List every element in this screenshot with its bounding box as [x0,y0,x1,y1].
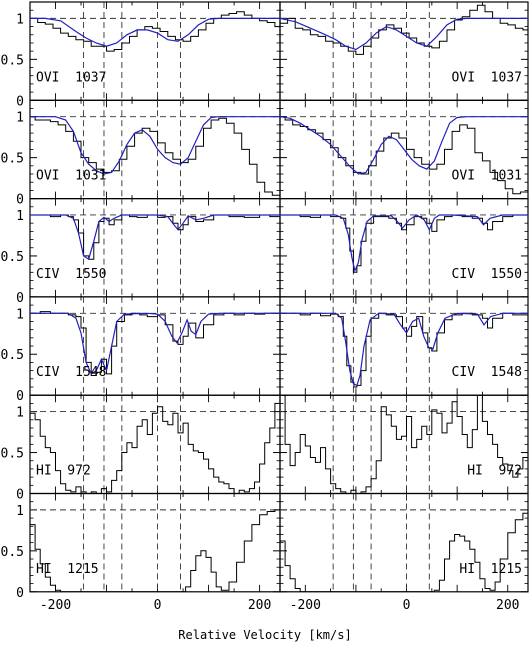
panel-label: HI 972 [467,464,522,479]
spectrum-data [30,311,280,376]
panel-label: HI 972 [36,464,91,479]
panel-4-right: CIV 1548 [280,296,528,396]
spectrum-data [30,11,280,52]
x-tick-label: 200 [496,598,519,613]
y-tick-label: 0 [16,193,24,208]
x-tick-label: 200 [248,598,271,613]
y-tick-label: 1 [16,12,24,27]
y-tick-label: 0.5 [1,545,24,560]
panel-frame [279,198,529,298]
panel-frame [29,394,281,495]
y-tick-label: 0 [16,291,24,306]
y-tick-label: 0.5 [1,53,24,68]
model-fit [280,116,528,175]
model-fit [30,214,280,261]
y-tick-label: 0 [16,389,24,404]
panel-frame [279,492,529,593]
panel-plots: OVI 1037 OVI 1037 OVI 1031 OVI 1031 CIV 1550… [30,2,528,592]
y-tick-label: 0 [16,586,24,601]
panel-label: HI 1215 [36,562,99,577]
y-tick-label: 1 [16,111,24,126]
spectrum-data [30,398,280,494]
y-tick-label: 0.5 [1,447,24,462]
panel-2-left: OVI 1031 [30,100,280,199]
model-fit [30,116,280,175]
y-tick-label: 1 [16,504,24,519]
model-fit [280,214,528,273]
panel-4-left: CIV 1548 [30,296,280,396]
spectrum-data [30,509,280,592]
panel-label: CIV 1548 [452,365,522,380]
panel-label: OVI 1031 [36,169,106,184]
panel-3-right: CIV 1550 [280,198,528,297]
spectrum-data [284,395,528,494]
panel-frame [279,1,529,101]
panel-1-left: OVI 1037 [30,2,280,101]
y-tick-label: 0 [16,94,24,109]
y-tick-label: 0 [16,488,24,503]
panel-label: OVI 1031 [452,169,522,184]
panel-frame [29,296,281,396]
panel-label: CIV 1548 [36,365,106,380]
panel-label: OVI 1037 [36,70,106,85]
spectrum-data [280,511,528,592]
spectrum-data [280,4,528,55]
panel-label: CIV 1550 [452,267,522,282]
panel-label: CIV 1550 [36,267,106,282]
panel-5-right: HI 972 [280,395,528,494]
panel-frame [279,394,529,495]
y-tick-label: 0.5 [1,152,24,167]
x-tick-label: -200 [290,598,321,613]
spectrum-data [30,116,280,196]
model-fit [280,17,528,51]
panel-frames [29,1,529,593]
panel-6-left: HI 1215 [30,493,280,592]
panel-1-right: OVI 1037 [280,2,528,101]
panel-3-left: CIV 1550 [30,198,280,297]
y-tick-label: 1 [16,209,24,224]
model-fit [30,312,280,375]
panel-label: HI 1215 [459,562,522,577]
panel-2-right: OVI 1031 [280,100,528,199]
panel-6-right: HI 1215 [280,493,528,592]
y-tick-label: 1 [16,307,24,322]
x-tick-label: -200 [40,598,71,613]
panel-frame [29,492,281,593]
spectrum-data [280,116,528,195]
panel-frame [29,198,281,298]
x-tick-label: 0 [403,598,411,613]
model-fit [280,312,528,387]
panel-frame [279,296,529,396]
y-tick-label: 0.5 [1,250,24,265]
spectrum-data [280,214,528,273]
panel-5-left: HI 972 [30,395,280,494]
panel-label: OVI 1037 [452,70,522,85]
model-fit [30,17,280,47]
y-tick-label: 0.5 [1,348,24,363]
panel-frame [29,1,281,101]
x-axis-title: Relative Velocity [km/s] [178,628,351,642]
y-tick-label: 1 [16,406,24,421]
x-tick-label: 0 [154,598,162,613]
spectrum-data [30,214,280,260]
